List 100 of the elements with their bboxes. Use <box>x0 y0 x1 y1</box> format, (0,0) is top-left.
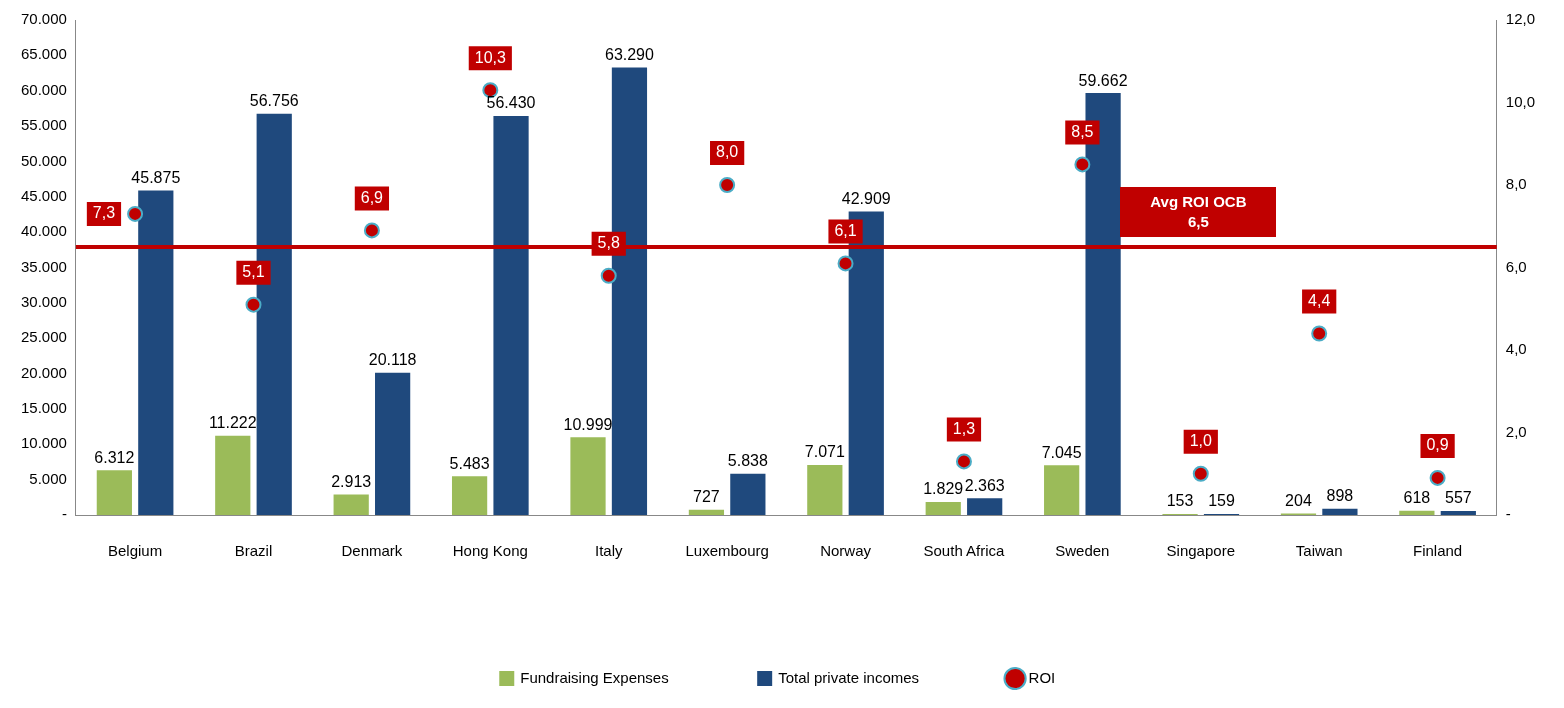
data-label: 204 <box>1285 491 1312 509</box>
data-label: 6.312 <box>94 448 135 466</box>
data-label: 7,3 <box>92 204 116 222</box>
y-tick-label: 25.000 <box>20 328 67 346</box>
x-tick-label: Singapore <box>1166 542 1235 560</box>
y-tick-label: - <box>61 505 67 523</box>
bar <box>451 476 488 515</box>
y-tick-label: 65.000 <box>20 45 67 63</box>
point <box>600 267 617 284</box>
y2-tick-label: - <box>1505 505 1511 523</box>
y2-tick-label: 4,0 <box>1505 340 1527 358</box>
y-tick-label: 20.000 <box>20 363 67 381</box>
y-tick-label: 10.000 <box>20 434 67 452</box>
point <box>1074 156 1091 173</box>
data-label: 5.838 <box>727 452 768 470</box>
point <box>245 296 262 313</box>
bar <box>375 372 411 515</box>
x-tick-label: Denmark <box>341 542 403 560</box>
data-label: 20.118 <box>368 351 417 369</box>
data-label: 618 <box>1403 489 1431 507</box>
data-label: 2.913 <box>331 472 372 490</box>
y-tick-label: 35.000 <box>20 257 67 275</box>
y-tick-label: 60.000 <box>20 80 67 98</box>
x-tick-label: Brazil <box>234 542 273 560</box>
bar <box>807 465 843 515</box>
bar <box>925 502 961 515</box>
point <box>363 222 380 239</box>
x-tick-label: Norway <box>820 542 872 560</box>
bar <box>730 473 766 515</box>
y-tick-label: 70.000 <box>20 10 67 28</box>
y-tick-label: 15.000 <box>20 399 67 417</box>
y-tick-label: 55.000 <box>20 116 67 134</box>
data-label: 0,9 <box>1426 436 1449 454</box>
point <box>127 205 144 222</box>
point <box>1429 469 1446 486</box>
x-tick-label: Hong Kong <box>452 542 528 560</box>
point <box>1311 325 1328 342</box>
data-label: 2.363 <box>964 476 1005 494</box>
y2-tick-label: 6,0 <box>1505 257 1527 275</box>
data-label: 5,1 <box>242 263 265 281</box>
y-tick-label: 45.000 <box>20 186 67 204</box>
bar <box>1440 511 1476 515</box>
y2-tick-label: 10,0 <box>1505 92 1536 110</box>
data-label: 56.430 <box>486 94 536 112</box>
data-label: 7.045 <box>1041 443 1082 461</box>
data-label: 42.909 <box>841 189 891 207</box>
data-label: 4,4 <box>1308 291 1331 309</box>
point <box>837 255 854 272</box>
bar <box>967 498 1003 515</box>
x-tick-label: Luxembourg <box>685 542 769 560</box>
bar <box>96 470 132 515</box>
x-tick-label: Italy <box>594 542 623 560</box>
x-tick-label: Belgium <box>107 542 163 560</box>
data-label: 10,3 <box>474 48 506 66</box>
data-label: 1,3 <box>952 419 976 437</box>
data-label: 56.756 <box>249 92 299 110</box>
data-label: 159 <box>1208 492 1235 510</box>
data-label: 63.290 <box>604 45 655 63</box>
legend-label: Total private incomes <box>778 668 920 686</box>
y-tick-label: 30.000 <box>20 293 67 310</box>
data-label: 11.222 <box>208 414 257 432</box>
bar <box>333 494 369 515</box>
x-tick-label: South Africa <box>923 542 1006 560</box>
x-tick-label: Finland <box>1413 542 1463 560</box>
y-tick-label: 50.000 <box>20 151 67 169</box>
data-label: 898 <box>1326 487 1354 505</box>
data-label: 727 <box>693 488 720 506</box>
bar <box>215 435 251 515</box>
point <box>955 453 972 470</box>
point <box>719 177 736 193</box>
bar <box>570 437 606 515</box>
data-label: 1,0 <box>1189 432 1212 450</box>
data-label: 59.662 <box>1078 71 1128 89</box>
data-label: 5.483 <box>449 454 490 472</box>
data-label: 1.829 <box>923 480 964 498</box>
bar <box>1322 508 1358 515</box>
data-label: 5,8 <box>597 234 620 252</box>
y-tick-label: 40.000 <box>20 222 67 240</box>
bar <box>1044 465 1080 515</box>
legend-label: ROI <box>1028 668 1056 686</box>
x-tick-label: Sweden <box>1055 542 1110 560</box>
data-label: 8,0 <box>716 143 739 161</box>
legend-label: Fundraising Expenses <box>520 668 669 686</box>
x-tick-label: Taiwan <box>1295 542 1343 560</box>
bar <box>138 190 174 515</box>
point <box>1192 465 1209 482</box>
data-label: 557 <box>1444 489 1472 507</box>
data-label: 7.071 <box>804 443 845 461</box>
y2-tick-label: 8,0 <box>1505 175 1527 193</box>
data-label: 8,5 <box>1071 122 1094 140</box>
data-label: 6,1 <box>834 221 857 239</box>
bar <box>493 115 529 515</box>
data-label: 45.875 <box>131 169 181 186</box>
y-tick-label: 5.000 <box>29 469 67 487</box>
y2-tick-label: 12,0 <box>1505 10 1536 28</box>
data-label: 153 <box>1166 492 1194 510</box>
bar <box>688 509 725 515</box>
data-label: 10.999 <box>563 415 613 433</box>
data-label: 6,9 <box>360 188 384 206</box>
bar <box>1399 510 1435 515</box>
